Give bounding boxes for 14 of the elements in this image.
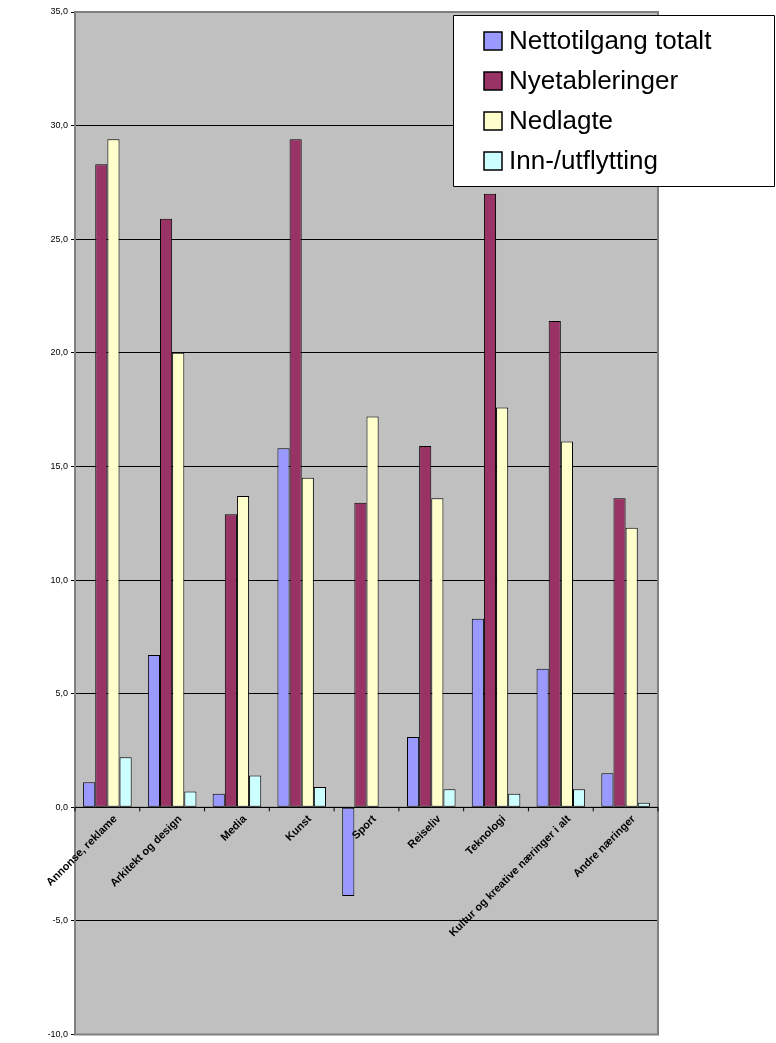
y-tick-label: 20,0 bbox=[50, 347, 68, 358]
y-tick-label: -10,0 bbox=[47, 1029, 68, 1040]
y-tick-label: 30,0 bbox=[50, 120, 68, 131]
y-tick-label: -5,0 bbox=[52, 915, 68, 926]
y-tick-label: 10,0 bbox=[50, 574, 68, 585]
y-tick-label: 0,0 bbox=[55, 801, 68, 812]
y-tick-label: 5,0 bbox=[55, 688, 68, 699]
legend-label: Inn-/utflytting bbox=[509, 145, 658, 176]
legend-label: Nettotilgang totalt bbox=[509, 25, 713, 56]
y-tick-label: 35,0 bbox=[50, 6, 68, 17]
legend-label: Nyetableringer bbox=[509, 65, 679, 96]
legend-label: Nedlagte bbox=[509, 105, 614, 136]
y-tick-label: 25,0 bbox=[50, 233, 68, 244]
y-tick-label: 15,0 bbox=[50, 460, 68, 471]
